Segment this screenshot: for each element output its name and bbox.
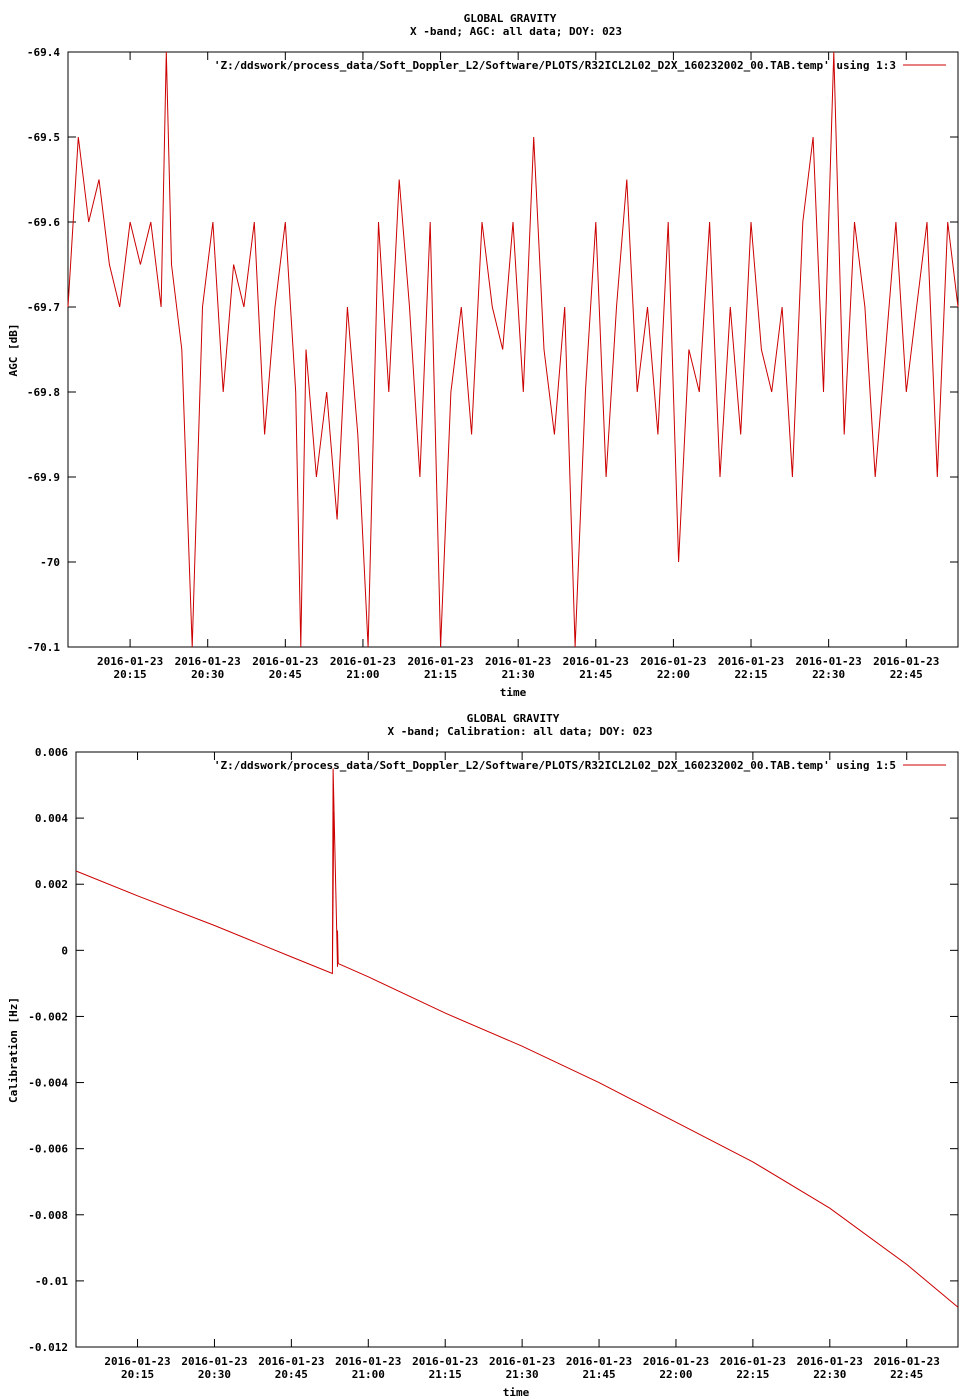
series-group (75, 768, 959, 1308)
y-tick-label: -0.006 (28, 1143, 68, 1156)
x-tick-date: 2016-01-23 (335, 1355, 401, 1368)
y-tick-label: 0.006 (35, 746, 68, 759)
y-axis-label: AGC [dB] (7, 324, 20, 377)
x-tick-date: 2016-01-23 (181, 1355, 247, 1368)
plot-frame (75, 751, 959, 1348)
plot-frame (67, 51, 959, 648)
chart-title: GLOBAL GRAVITY (464, 12, 557, 25)
x-tick-time: 21:00 (346, 668, 379, 681)
y-axis-label: Calibration [Hz] (7, 997, 20, 1103)
chart-subtitle: X -band; Calibration: all data; DOY: 023 (388, 725, 653, 738)
x-tick-date: 2016-01-23 (874, 1355, 940, 1368)
y-tick-label: -0.01 (35, 1275, 68, 1288)
x-tick-date: 2016-01-23 (330, 655, 396, 668)
legend-label: 'Z:/ddswork/process_data/Soft_Doppler_L2… (214, 59, 896, 72)
x-axis: 2016-01-2320:152016-01-2320:302016-01-23… (97, 52, 939, 681)
calibration-chart: GLOBAL GRAVITY X -band; Calibration: all… (7, 712, 959, 1399)
x-tick-date: 2016-01-23 (252, 655, 318, 668)
x-tick-time: 20:45 (269, 668, 302, 681)
x-tick-time: 22:15 (734, 668, 767, 681)
series-line (75, 768, 959, 1308)
y-tick-label: -69.9 (27, 471, 60, 484)
x-tick-time: 20:15 (121, 1368, 154, 1381)
y-tick-label: -0.002 (28, 1010, 68, 1023)
legend-label: 'Z:/ddswork/process_data/Soft_Doppler_L2… (214, 759, 896, 772)
y-axis: 0.006 0.004 0.002 0 -0.002 -0.004 -0.006 -0.008… (28, 746, 958, 1354)
y-tick-label: -69.6 (27, 216, 60, 229)
x-tick-date: 2016-01-23 (97, 655, 163, 668)
series-group (67, 51, 959, 648)
x-tick-date: 2016-01-23 (258, 1355, 324, 1368)
x-tick-time: 21:15 (429, 1368, 462, 1381)
y-tick-label: -70.1 (27, 641, 60, 654)
y-tick-label: -69.4 (27, 46, 60, 59)
y-tick-label: -70 (40, 556, 60, 569)
y-tick-label: -0.012 (28, 1341, 68, 1354)
x-axis-label: time (503, 1386, 530, 1399)
x-tick-date: 2016-01-23 (873, 655, 939, 668)
x-tick-time: 22:30 (813, 1368, 846, 1381)
y-tick-label: -69.7 (27, 301, 60, 314)
x-tick-time: 21:15 (424, 668, 457, 681)
x-tick-date: 2016-01-23 (485, 655, 551, 668)
x-tick-time: 21:45 (579, 668, 612, 681)
x-tick-time: 22:00 (657, 668, 690, 681)
x-tick-date: 2016-01-23 (407, 655, 473, 668)
y-tick-label: 0 (61, 944, 68, 957)
x-tick-time: 20:30 (191, 668, 224, 681)
y-tick-label: -69.8 (27, 386, 60, 399)
x-tick-time: 20:45 (275, 1368, 308, 1381)
x-tick-date: 2016-01-23 (640, 655, 706, 668)
x-tick-date: 2016-01-23 (566, 1355, 632, 1368)
x-tick-time: 20:30 (198, 1368, 231, 1381)
y-tick-label: -69.5 (27, 131, 60, 144)
x-tick-date: 2016-01-23 (797, 1355, 863, 1368)
x-axis: 2016-01-2320:152016-01-2320:302016-01-23… (104, 752, 940, 1381)
x-tick-time: 22:30 (812, 668, 845, 681)
x-tick-time: 22:00 (659, 1368, 692, 1381)
chart-title: GLOBAL GRAVITY (467, 712, 560, 725)
x-tick-date: 2016-01-23 (563, 655, 629, 668)
chart-subtitle: X -band; AGC: all data; DOY: 023 (410, 25, 622, 38)
x-tick-date: 2016-01-23 (175, 655, 241, 668)
x-tick-time: 21:00 (352, 1368, 385, 1381)
y-axis: -69.4 -69.5 -69.6 -69.7 -69.8 -69.9 -70 -70.1 (27, 46, 958, 654)
x-tick-date: 2016-01-23 (104, 1355, 170, 1368)
y-tick-label: 0.002 (35, 878, 68, 891)
x-tick-time: 21:30 (502, 668, 535, 681)
x-tick-date: 2016-01-23 (489, 1355, 555, 1368)
x-tick-date: 2016-01-23 (643, 1355, 709, 1368)
x-tick-time: 22:45 (890, 1368, 923, 1381)
x-tick-time: 20:15 (114, 668, 147, 681)
y-tick-label: -0.008 (28, 1209, 68, 1222)
x-tick-date: 2016-01-23 (796, 655, 862, 668)
x-tick-date: 2016-01-23 (720, 1355, 786, 1368)
agc-chart: GLOBAL GRAVITY X -band; AGC: all data; D… (7, 12, 959, 699)
x-axis-label: time (500, 686, 527, 699)
y-tick-label: 0.004 (35, 812, 68, 825)
x-tick-time: 22:15 (736, 1368, 769, 1381)
y-tick-label: -0.004 (28, 1077, 68, 1090)
x-tick-time: 21:45 (582, 1368, 615, 1381)
x-tick-date: 2016-01-23 (412, 1355, 478, 1368)
x-tick-time: 21:30 (506, 1368, 539, 1381)
x-tick-date: 2016-01-23 (718, 655, 784, 668)
x-tick-time: 22:45 (890, 668, 923, 681)
series-line (67, 51, 959, 648)
